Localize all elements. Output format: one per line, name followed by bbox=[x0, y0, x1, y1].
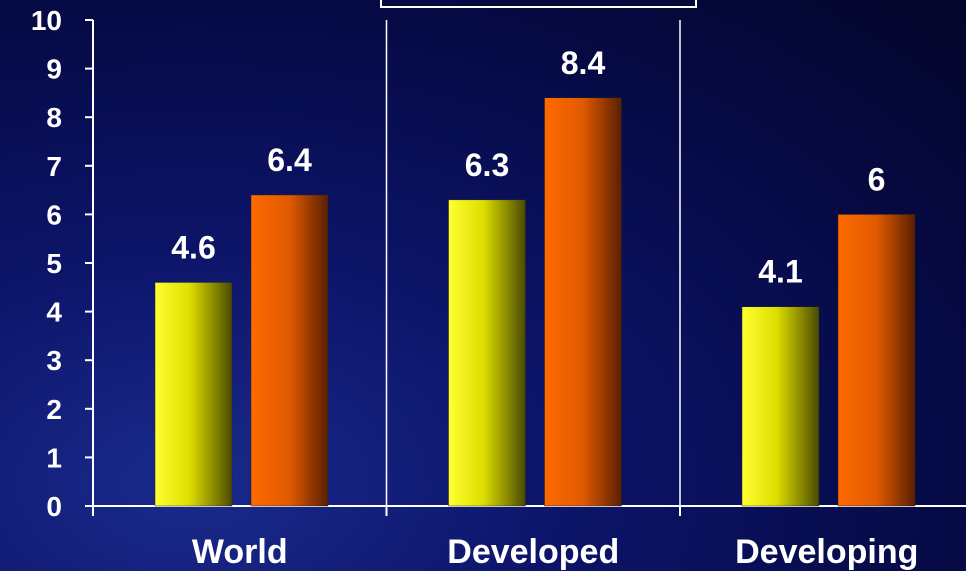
bar bbox=[741, 306, 820, 507]
bar bbox=[544, 97, 622, 507]
data-label: 4.6 bbox=[171, 229, 215, 265]
data-label: 8.4 bbox=[561, 45, 606, 81]
y-tick-label: 3 bbox=[46, 345, 62, 376]
x-category-label: Developing bbox=[735, 533, 918, 571]
x-category-label: World bbox=[192, 533, 288, 571]
data-label: 6 bbox=[868, 161, 886, 197]
y-tick-label: 10 bbox=[31, 5, 62, 36]
plot-area: 0 1 2 3 4 5 6 7 8 9 10 4.6 6.3 4.1 6.4 8.4 6 World Develop… bbox=[31, 5, 966, 571]
y-tick-label: 4 bbox=[46, 297, 62, 328]
y-tick-label: 1 bbox=[46, 442, 62, 473]
data-label: 4.1 bbox=[758, 254, 802, 290]
y-tick-label: 8 bbox=[46, 102, 62, 133]
legend-box bbox=[380, 0, 697, 8]
y-tick-label: 2 bbox=[46, 394, 62, 425]
data-label: 6.3 bbox=[465, 147, 509, 183]
y-tick-label: 5 bbox=[46, 248, 62, 279]
bar bbox=[154, 282, 233, 507]
y-tick-label: 9 bbox=[46, 54, 62, 85]
bar bbox=[837, 214, 916, 507]
y-tick-label: 7 bbox=[46, 151, 62, 182]
x-category-label: Developed bbox=[447, 533, 619, 571]
bar bbox=[250, 194, 329, 507]
bar bbox=[448, 199, 526, 507]
y-tick-label: 6 bbox=[46, 199, 62, 230]
data-label: 6.4 bbox=[267, 142, 312, 178]
y-tick-label: 0 bbox=[46, 491, 62, 522]
